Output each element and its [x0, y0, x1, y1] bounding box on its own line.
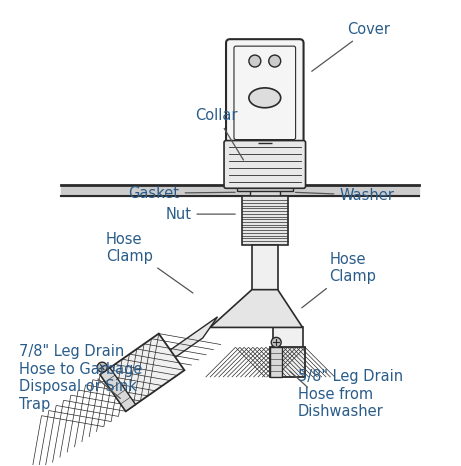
Bar [270, 347, 305, 377]
Text: 5/8" Leg Drain
Hose from
Dishwasher: 5/8" Leg Drain Hose from Dishwasher [298, 369, 403, 419]
Ellipse shape [249, 88, 281, 108]
Text: Nut: Nut [165, 206, 235, 222]
Text: 7/8" Leg Drain
Hose to Garbage
Disposal or Sink
Trap: 7/8" Leg Drain Hose to Garbage Disposal … [19, 344, 142, 411]
Bar [100, 368, 136, 411]
Bar [242, 196, 288, 245]
Text: Collar: Collar [195, 108, 243, 160]
Bar [100, 334, 184, 411]
Circle shape [249, 55, 261, 67]
Bar [270, 347, 282, 377]
Polygon shape [150, 317, 218, 375]
Bar [273, 328, 302, 364]
Text: Hose
Clamp: Hose Clamp [302, 252, 376, 308]
Bar [250, 180, 280, 201]
Text: Hose
Clamp: Hose Clamp [106, 232, 193, 293]
Polygon shape [210, 290, 302, 328]
Text: Washer: Washer [296, 188, 394, 203]
Bar [237, 183, 293, 191]
Circle shape [269, 55, 281, 67]
Text: Cover: Cover [312, 22, 390, 71]
Bar [252, 245, 278, 290]
FancyBboxPatch shape [226, 39, 303, 146]
FancyBboxPatch shape [224, 141, 306, 188]
Circle shape [271, 337, 281, 347]
Circle shape [97, 362, 107, 372]
Text: Gasket: Gasket [129, 186, 235, 201]
